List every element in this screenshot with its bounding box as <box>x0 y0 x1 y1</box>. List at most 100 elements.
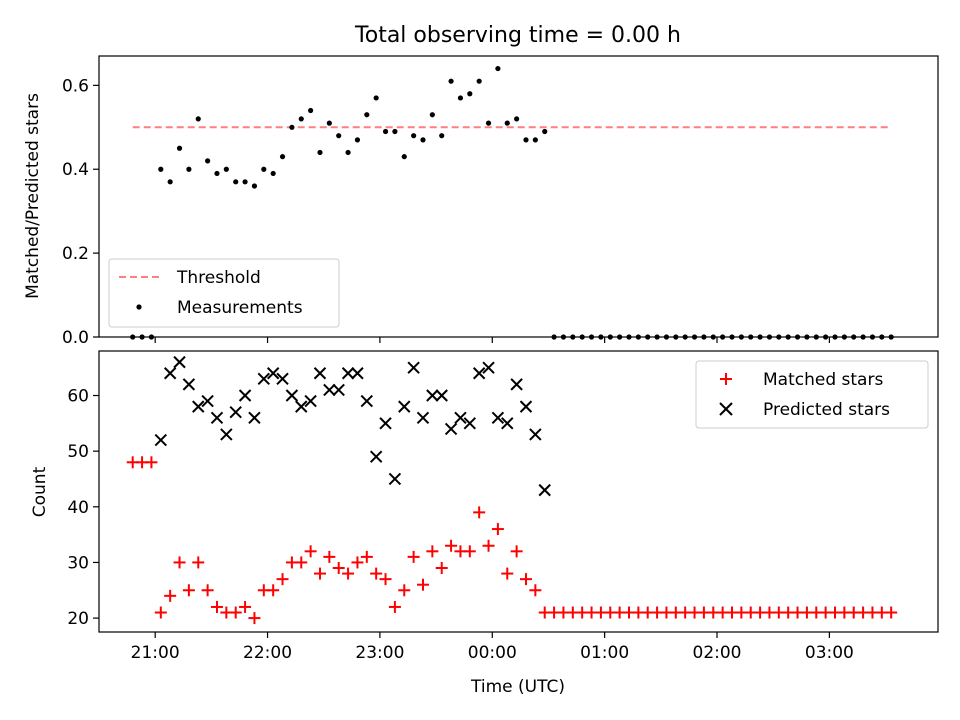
top-legend-box <box>108 258 340 328</box>
predicted-star-point <box>192 400 205 413</box>
y-tick-label: 0.0 <box>62 328 89 348</box>
predicted-star-point <box>257 372 271 386</box>
predicted-star-point <box>201 394 214 408</box>
predicted-star-point <box>426 389 439 402</box>
measurement-point <box>439 133 445 139</box>
y-tick-label: 0.4 <box>62 160 89 180</box>
measurement-point <box>411 133 417 139</box>
predicted-star-point <box>416 411 430 424</box>
bottom-legend-box <box>695 360 929 429</box>
matched-star-point <box>501 567 514 580</box>
predicted-star-point <box>501 417 514 430</box>
matched-star-point <box>491 523 504 536</box>
predicted-star-point <box>472 367 486 380</box>
matched-star-point <box>529 584 542 597</box>
measurement-point <box>289 124 295 130</box>
predicted-star-point <box>323 383 336 397</box>
x-tick-label: 23:00 <box>355 643 404 663</box>
predicted-star-point <box>435 389 448 402</box>
matched-star-point <box>426 545 439 558</box>
x-tick-label: 03:00 <box>805 643 854 663</box>
predicted-star-point <box>154 433 168 447</box>
measurement-point <box>401 154 407 160</box>
bottom-axes-frame <box>98 350 939 633</box>
measurement-point <box>251 183 258 189</box>
predicted-star-point <box>454 411 467 424</box>
predicted-star-point <box>510 378 523 391</box>
measurement-point <box>364 112 370 118</box>
measurement-point <box>298 116 304 122</box>
matched-star-point <box>885 606 898 619</box>
matched-star-point <box>379 573 392 586</box>
x-tick-label: 01:00 <box>580 643 629 663</box>
matched-star-point <box>473 506 486 519</box>
predicted-star-point <box>538 483 551 497</box>
measurement-point <box>532 137 538 143</box>
predicted-star-point <box>341 367 355 380</box>
measurement-point <box>514 116 520 122</box>
matched-star-point <box>323 550 336 563</box>
measurement-point <box>279 154 286 160</box>
measurement-point <box>495 65 501 72</box>
predicted-star-point <box>163 367 177 380</box>
measurement-point <box>233 179 239 185</box>
measurement-point <box>420 137 426 143</box>
measurement-point <box>158 166 164 172</box>
matched-star-point <box>248 612 261 625</box>
predicted-star-point <box>398 400 411 413</box>
predicted-star-point <box>182 378 196 391</box>
measurement-point <box>382 128 389 135</box>
measurement-point <box>214 170 220 177</box>
measurement-point <box>457 95 464 101</box>
predicted-star-point <box>379 417 392 430</box>
measurement-point <box>476 78 482 84</box>
matched-star-point <box>482 539 495 552</box>
measurement-point <box>429 112 435 118</box>
matched-star-point <box>435 562 448 575</box>
predicted-star-point <box>295 400 308 413</box>
matched-star-point <box>192 556 205 569</box>
matched-star-point <box>398 584 411 597</box>
matched-star-point <box>407 550 420 563</box>
matched-star-point <box>164 589 177 602</box>
y-tick-label: 60 <box>67 387 89 407</box>
top-y-axis-label: Matched/Predicted stars <box>23 93 43 299</box>
x-tick-label: 02:00 <box>693 643 742 663</box>
measurement-point <box>176 145 183 151</box>
x-tick-label: 21:00 <box>131 643 180 663</box>
predicted-star-point <box>276 372 289 386</box>
measurement-point <box>373 95 379 101</box>
measurement-point <box>485 120 492 126</box>
measurement-point <box>205 158 211 164</box>
predicted-star-point <box>173 355 186 369</box>
legend-threshold-label: Threshold <box>176 268 261 288</box>
legend-predicted-swatch <box>719 402 733 416</box>
predicted-star-point <box>351 367 364 380</box>
matched-star-point <box>173 556 186 569</box>
measurement-point <box>354 137 361 143</box>
matched-star-point <box>351 556 364 569</box>
measurement-point <box>308 107 314 114</box>
y-tick-label: 0.6 <box>62 76 89 96</box>
predicted-star-point <box>304 394 317 408</box>
matched-star-point <box>239 600 252 613</box>
predicted-star-point <box>266 367 280 380</box>
measurement-point <box>523 137 529 143</box>
measurement-point <box>326 120 332 126</box>
measurement-point <box>223 166 229 172</box>
legend-matched-label: Matched stars <box>763 370 883 390</box>
measurement-point <box>504 120 510 126</box>
bottom-plot-area: 20 30 40 50 60 21:00 22:00 23:00 00:00 01:00 02:00… <box>67 350 939 663</box>
predicted-star-point <box>210 411 224 424</box>
predicted-star-point <box>248 411 261 424</box>
predicted-star-point <box>519 400 533 413</box>
top-plot-area: 0.0 0.2 0.4 0.6 <box>62 55 939 348</box>
matched-star-point <box>276 573 289 586</box>
predicted-star-point <box>313 367 327 380</box>
measurement-point <box>336 133 342 139</box>
predicted-star-point <box>388 472 402 486</box>
y-tick-label: 20 <box>67 609 89 629</box>
bottom-legend: Matched stars Predicted stars <box>695 360 929 429</box>
